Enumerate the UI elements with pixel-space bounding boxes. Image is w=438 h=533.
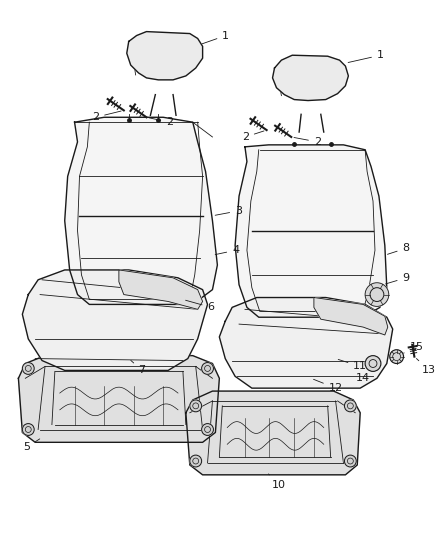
Text: 13: 13 xyxy=(417,359,436,375)
Text: 9: 9 xyxy=(385,273,410,284)
Text: 12: 12 xyxy=(314,379,343,393)
Text: 15: 15 xyxy=(399,342,424,356)
Polygon shape xyxy=(119,270,203,309)
Circle shape xyxy=(390,350,403,364)
Text: 11: 11 xyxy=(338,359,367,372)
Text: 2: 2 xyxy=(92,111,121,122)
Circle shape xyxy=(201,424,213,435)
Circle shape xyxy=(344,455,356,467)
Polygon shape xyxy=(235,145,387,317)
Circle shape xyxy=(22,362,34,374)
Circle shape xyxy=(201,362,213,374)
Polygon shape xyxy=(314,297,388,335)
Text: 2: 2 xyxy=(149,117,173,127)
Text: 7: 7 xyxy=(131,360,146,375)
Circle shape xyxy=(344,400,356,412)
Text: 2: 2 xyxy=(242,131,264,142)
Polygon shape xyxy=(186,391,360,475)
Polygon shape xyxy=(22,270,208,370)
Text: 14: 14 xyxy=(356,366,371,383)
Text: 1: 1 xyxy=(348,50,384,62)
Polygon shape xyxy=(219,297,393,388)
Polygon shape xyxy=(127,31,203,80)
Text: 4: 4 xyxy=(215,245,239,255)
Circle shape xyxy=(365,282,389,306)
Text: 1: 1 xyxy=(200,30,230,44)
Text: 2: 2 xyxy=(294,137,321,147)
Circle shape xyxy=(22,424,34,435)
Polygon shape xyxy=(18,356,219,442)
Circle shape xyxy=(190,455,201,467)
Text: 8: 8 xyxy=(388,243,410,254)
Polygon shape xyxy=(272,55,348,101)
Polygon shape xyxy=(65,117,217,304)
Text: 5: 5 xyxy=(23,439,40,452)
Text: 6: 6 xyxy=(186,300,215,312)
Circle shape xyxy=(190,400,201,412)
Text: 3: 3 xyxy=(215,206,242,216)
Circle shape xyxy=(365,356,381,372)
Text: 10: 10 xyxy=(268,474,286,490)
